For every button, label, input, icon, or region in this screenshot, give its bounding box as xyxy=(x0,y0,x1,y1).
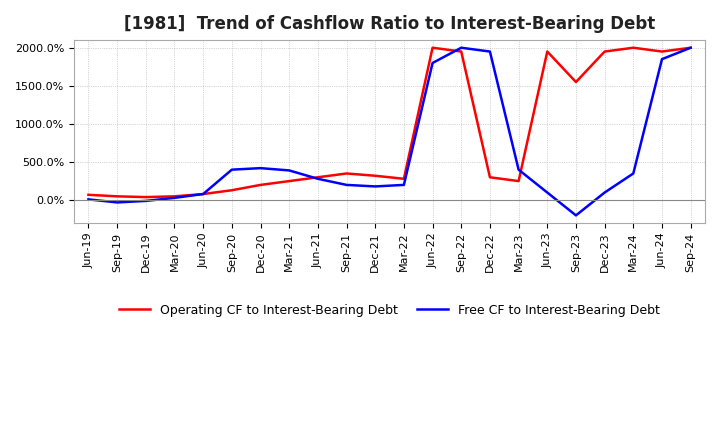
Operating CF to Interest-Bearing Debt xyxy=(514,179,523,184)
Free CF to Interest-Bearing Debt xyxy=(686,45,695,50)
Operating CF to Interest-Bearing Debt xyxy=(428,45,437,50)
Operating CF to Interest-Bearing Debt xyxy=(170,194,179,199)
Free CF to Interest-Bearing Debt xyxy=(629,171,638,176)
Free CF to Interest-Bearing Debt xyxy=(342,182,351,187)
Line: Operating CF to Interest-Bearing Debt: Operating CF to Interest-Bearing Debt xyxy=(89,48,690,197)
Free CF to Interest-Bearing Debt xyxy=(141,198,150,204)
Operating CF to Interest-Bearing Debt xyxy=(572,79,580,84)
Line: Free CF to Interest-Bearing Debt: Free CF to Interest-Bearing Debt xyxy=(89,48,690,216)
Free CF to Interest-Bearing Debt xyxy=(400,182,408,187)
Legend: Operating CF to Interest-Bearing Debt, Free CF to Interest-Bearing Debt: Operating CF to Interest-Bearing Debt, F… xyxy=(114,299,665,322)
Operating CF to Interest-Bearing Debt xyxy=(285,179,294,184)
Operating CF to Interest-Bearing Debt xyxy=(342,171,351,176)
Free CF to Interest-Bearing Debt xyxy=(113,200,122,205)
Free CF to Interest-Bearing Debt xyxy=(600,190,609,195)
Operating CF to Interest-Bearing Debt xyxy=(457,49,466,54)
Title: [1981]  Trend of Cashflow Ratio to Interest-Bearing Debt: [1981] Trend of Cashflow Ratio to Intere… xyxy=(124,15,655,33)
Free CF to Interest-Bearing Debt xyxy=(514,167,523,172)
Operating CF to Interest-Bearing Debt xyxy=(313,175,322,180)
Free CF to Interest-Bearing Debt xyxy=(428,60,437,66)
Free CF to Interest-Bearing Debt xyxy=(199,191,207,197)
Operating CF to Interest-Bearing Debt xyxy=(371,173,379,178)
Operating CF to Interest-Bearing Debt xyxy=(657,49,666,54)
Operating CF to Interest-Bearing Debt xyxy=(629,45,638,50)
Free CF to Interest-Bearing Debt xyxy=(228,167,236,172)
Free CF to Interest-Bearing Debt xyxy=(485,49,494,54)
Free CF to Interest-Bearing Debt xyxy=(285,168,294,173)
Free CF to Interest-Bearing Debt xyxy=(572,213,580,218)
Free CF to Interest-Bearing Debt xyxy=(84,197,93,202)
Operating CF to Interest-Bearing Debt xyxy=(485,175,494,180)
Operating CF to Interest-Bearing Debt xyxy=(400,176,408,181)
Free CF to Interest-Bearing Debt xyxy=(170,195,179,201)
Operating CF to Interest-Bearing Debt xyxy=(84,192,93,198)
Operating CF to Interest-Bearing Debt xyxy=(543,49,552,54)
Free CF to Interest-Bearing Debt xyxy=(256,165,265,171)
Operating CF to Interest-Bearing Debt xyxy=(113,194,122,199)
Operating CF to Interest-Bearing Debt xyxy=(228,187,236,193)
Operating CF to Interest-Bearing Debt xyxy=(256,182,265,187)
Free CF to Interest-Bearing Debt xyxy=(457,45,466,50)
Free CF to Interest-Bearing Debt xyxy=(313,176,322,181)
Free CF to Interest-Bearing Debt xyxy=(371,184,379,189)
Free CF to Interest-Bearing Debt xyxy=(543,190,552,195)
Operating CF to Interest-Bearing Debt xyxy=(199,191,207,197)
Operating CF to Interest-Bearing Debt xyxy=(141,194,150,200)
Free CF to Interest-Bearing Debt xyxy=(657,56,666,62)
Operating CF to Interest-Bearing Debt xyxy=(686,45,695,50)
Operating CF to Interest-Bearing Debt xyxy=(600,49,609,54)
